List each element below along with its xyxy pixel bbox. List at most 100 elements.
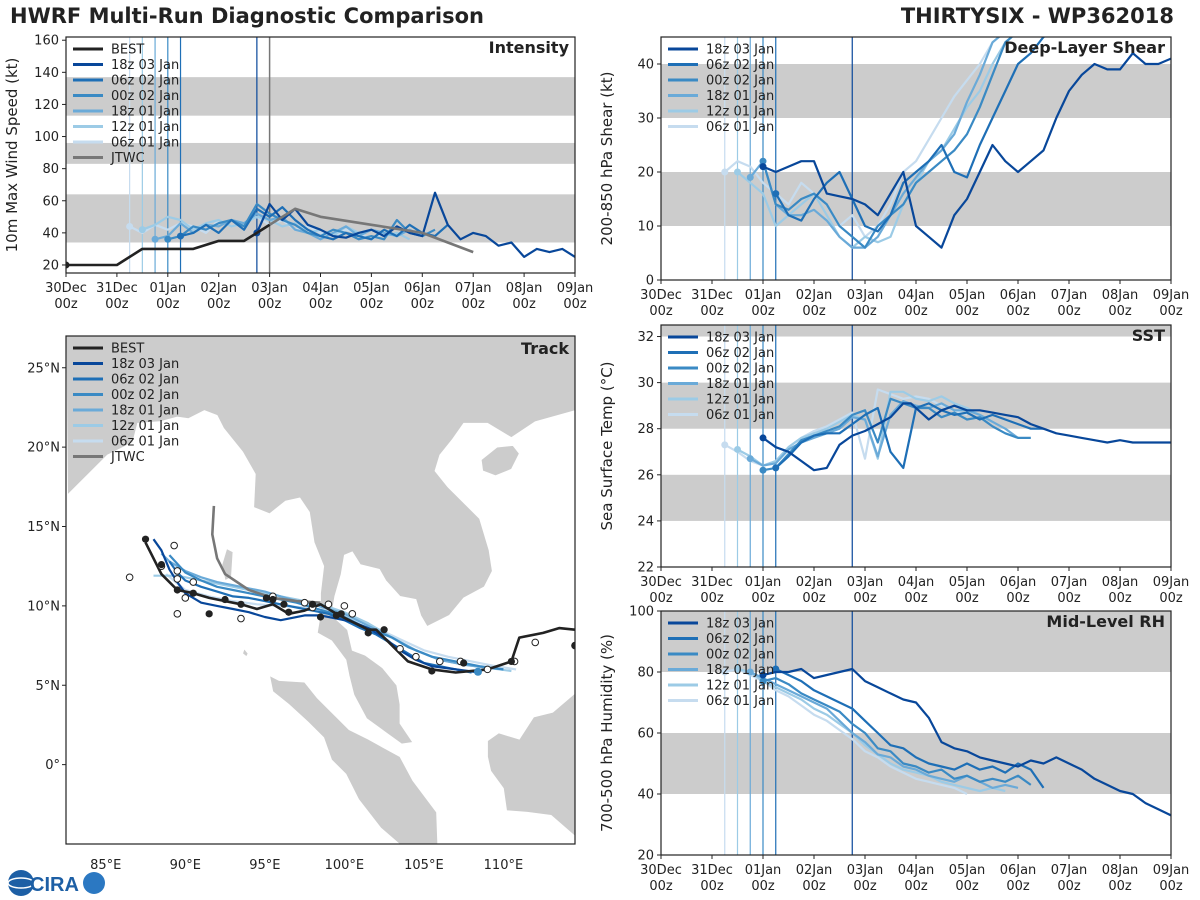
x-tick-label: 00z xyxy=(802,879,826,894)
track-marker-open xyxy=(170,541,178,550)
init-marker xyxy=(759,434,767,442)
chart-sst: 22242628303230Dec00z31Dec00z01Jan00z02Ja… xyxy=(598,324,1189,606)
track-marker-best xyxy=(316,613,325,621)
init-marker xyxy=(772,464,780,472)
track-line xyxy=(168,560,472,674)
track-marker-open xyxy=(483,665,492,674)
x-tick-label: 00z xyxy=(258,297,282,312)
x-tick-label: 00z xyxy=(904,304,928,319)
legend-label: 18z 01 Jan xyxy=(706,377,774,392)
x-tick-label: 30Dec xyxy=(45,281,87,296)
chart-shear: 01020304030Dec00z31Dec00z01Jan00z02Jan00… xyxy=(598,36,1189,319)
x-tick-label: 30Dec xyxy=(640,288,682,303)
logo-text: CIRA xyxy=(30,874,79,896)
x-tick-label: 00z xyxy=(1108,879,1132,894)
series-line xyxy=(736,37,1014,249)
x-tick-label: 00z xyxy=(853,591,877,606)
y-tick-label: 32 xyxy=(637,330,654,345)
x-tick-label: 31Dec xyxy=(691,288,733,303)
x-tick-label: 06Jan xyxy=(1000,863,1037,878)
series-line xyxy=(256,207,474,254)
legend-label: JTWC xyxy=(110,151,145,166)
chart-track: 25°N 20°N 15°N 10°N 5°N 0° 85°E 90°E 95°E 100°E 10… xyxy=(27,335,576,873)
legend-label: 18z 01 Jan xyxy=(111,105,179,120)
lat-label: 15°N xyxy=(27,520,60,535)
y-tick-label: 30 xyxy=(637,376,654,391)
x-tick-label: 08Jan xyxy=(1102,863,1139,878)
x-tick-label: 06Jan xyxy=(404,281,441,296)
y-axis-label: 10m Max Wind Speed (kt) xyxy=(3,58,21,253)
legend-label: 00z 02 Jan xyxy=(706,648,774,663)
track-marker-open xyxy=(173,575,182,583)
y-tick-label: 22 xyxy=(637,561,654,576)
lon-label: 90°E xyxy=(170,858,201,873)
y-tick-label: 140 xyxy=(34,66,59,81)
legend-label: 18z 01 Jan xyxy=(706,89,774,104)
track-marker-open xyxy=(396,644,404,653)
init-marker xyxy=(759,163,767,171)
x-tick-label: 09Jan xyxy=(1153,863,1190,878)
legend-label: 06z 02 Jan xyxy=(111,74,179,89)
land-borneo xyxy=(487,692,575,837)
land-sumatra xyxy=(269,674,439,844)
x-tick-label: 04Jan xyxy=(898,575,935,590)
x-tick-label: 05Jan xyxy=(949,575,986,590)
track-marker-open xyxy=(300,598,309,607)
x-tick-label: 00z xyxy=(563,297,587,312)
x-tick-label: 01Jan xyxy=(745,288,782,303)
track-marker-open xyxy=(531,638,540,647)
x-tick-label: 06Jan xyxy=(1000,288,1037,303)
init-marker xyxy=(164,235,172,243)
x-tick-label: 02Jan xyxy=(796,288,833,303)
x-tick-label: 00z xyxy=(955,304,979,319)
shaded-band xyxy=(66,194,575,243)
y-tick-label: 60 xyxy=(637,727,654,742)
series-line xyxy=(762,402,1171,472)
x-tick-label: 00z xyxy=(1057,304,1081,319)
legend-label: 06z 01 Jan xyxy=(111,435,179,450)
lon-label: 100°E xyxy=(325,858,365,873)
x-tick-label: 07Jan xyxy=(455,281,492,296)
x-tick-label: 05Jan xyxy=(353,281,390,296)
x-tick-label: 04Jan xyxy=(898,288,935,303)
y-tick-label: 60 xyxy=(42,194,59,209)
chart-rh: 2040608010030Dec00z31Dec00z01Jan00z02Jan… xyxy=(598,605,1189,895)
lon-label: 85°E xyxy=(90,858,121,873)
y-tick-label: 160 xyxy=(34,34,59,49)
y-tick-label: 20 xyxy=(637,166,654,181)
init-marker xyxy=(759,671,767,679)
y-axis-label: 700-500 hPa Humidity (%) xyxy=(598,634,616,832)
init-marker xyxy=(151,235,159,243)
panel-title: SST xyxy=(1132,326,1165,345)
track-marker-open xyxy=(412,652,420,661)
plot-area xyxy=(66,37,575,273)
y-tick-label: 10 xyxy=(637,220,654,235)
x-tick-label: 00z xyxy=(751,591,775,606)
x-tick-label: 00z xyxy=(751,879,775,894)
x-tick-label: 00z xyxy=(105,297,129,312)
x-tick-label: 00z xyxy=(1006,591,1030,606)
plot-area xyxy=(661,37,1171,280)
y-tick-label: 26 xyxy=(637,468,654,483)
map-area xyxy=(66,336,575,844)
x-tick-label: 00z xyxy=(802,591,826,606)
shaded-band xyxy=(661,611,1171,672)
x-tick-label: 02Jan xyxy=(796,575,833,590)
x-tick-label: 30Dec xyxy=(640,575,682,590)
y-tick-label: 80 xyxy=(42,162,59,177)
legend-label: 12z 01 Jan xyxy=(706,679,774,694)
y-tick-label: 20 xyxy=(637,849,654,864)
x-tick-label: 07Jan xyxy=(1051,863,1088,878)
logo-globe-icon xyxy=(8,870,34,896)
y-axis-label: Sea Surface Temp (°C) xyxy=(598,361,616,530)
series-line xyxy=(774,37,1047,233)
x-tick-label: 01Jan xyxy=(150,281,187,296)
track-marker-current xyxy=(473,667,482,676)
series-line xyxy=(167,202,436,241)
init-marker xyxy=(721,668,729,676)
x-tick-label: 07Jan xyxy=(1051,575,1088,590)
x-tick-label: 00z xyxy=(1159,304,1183,319)
legend-label: 06z 01 Jan xyxy=(706,694,774,709)
x-tick-label: 03Jan xyxy=(847,288,884,303)
x-tick-label: 00z xyxy=(1057,879,1081,894)
